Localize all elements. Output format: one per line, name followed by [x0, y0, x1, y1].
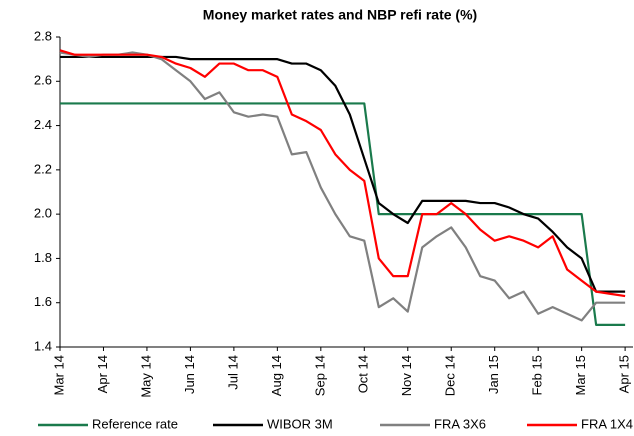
x-tick-label: Dec 14	[443, 355, 458, 396]
y-tick-label: 2.6	[34, 73, 52, 88]
y-tick-label: 2.8	[34, 28, 52, 43]
y-tick-label: 2.0	[34, 206, 52, 221]
x-tick-label: Apr 15	[617, 355, 632, 393]
series-line	[60, 55, 626, 293]
x-tick-label: Jun 14	[182, 355, 197, 394]
series-line	[59, 51, 626, 322]
y-tick-label: 1.6	[34, 294, 52, 309]
x-tick-label: Jan 15	[486, 355, 501, 394]
y-tick-label: 1.8	[34, 250, 52, 265]
series-line	[59, 49, 626, 298]
x-tick-label: Sep 14	[312, 355, 327, 396]
x-tick-label: Nov 14	[399, 355, 414, 396]
legend-label: FRA 1X4	[581, 416, 633, 431]
x-tick-label: May 14	[138, 355, 153, 398]
y-tick-label: 2.4	[34, 117, 52, 132]
x-tick-label: Oct 14	[356, 355, 371, 393]
x-tick-label: Aug 14	[269, 355, 284, 396]
x-tick-label: Mar 14	[51, 355, 66, 395]
y-tick-label: 2.2	[34, 161, 52, 176]
legend-label: WIBOR 3M	[267, 416, 333, 431]
x-tick-label: Feb 15	[530, 355, 545, 395]
chart-title: Money market rates and NBP refi rate (%)	[203, 7, 477, 23]
legend-label: Reference rate	[92, 416, 178, 431]
legend-label: FRA 3X6	[434, 416, 486, 431]
y-tick-label: 1.4	[34, 338, 52, 353]
x-tick-label: Jul 14	[225, 355, 240, 390]
x-tick-label: Mar 15	[573, 355, 588, 395]
series-line	[60, 102, 626, 326]
x-tick-label: Apr 14	[95, 355, 110, 393]
